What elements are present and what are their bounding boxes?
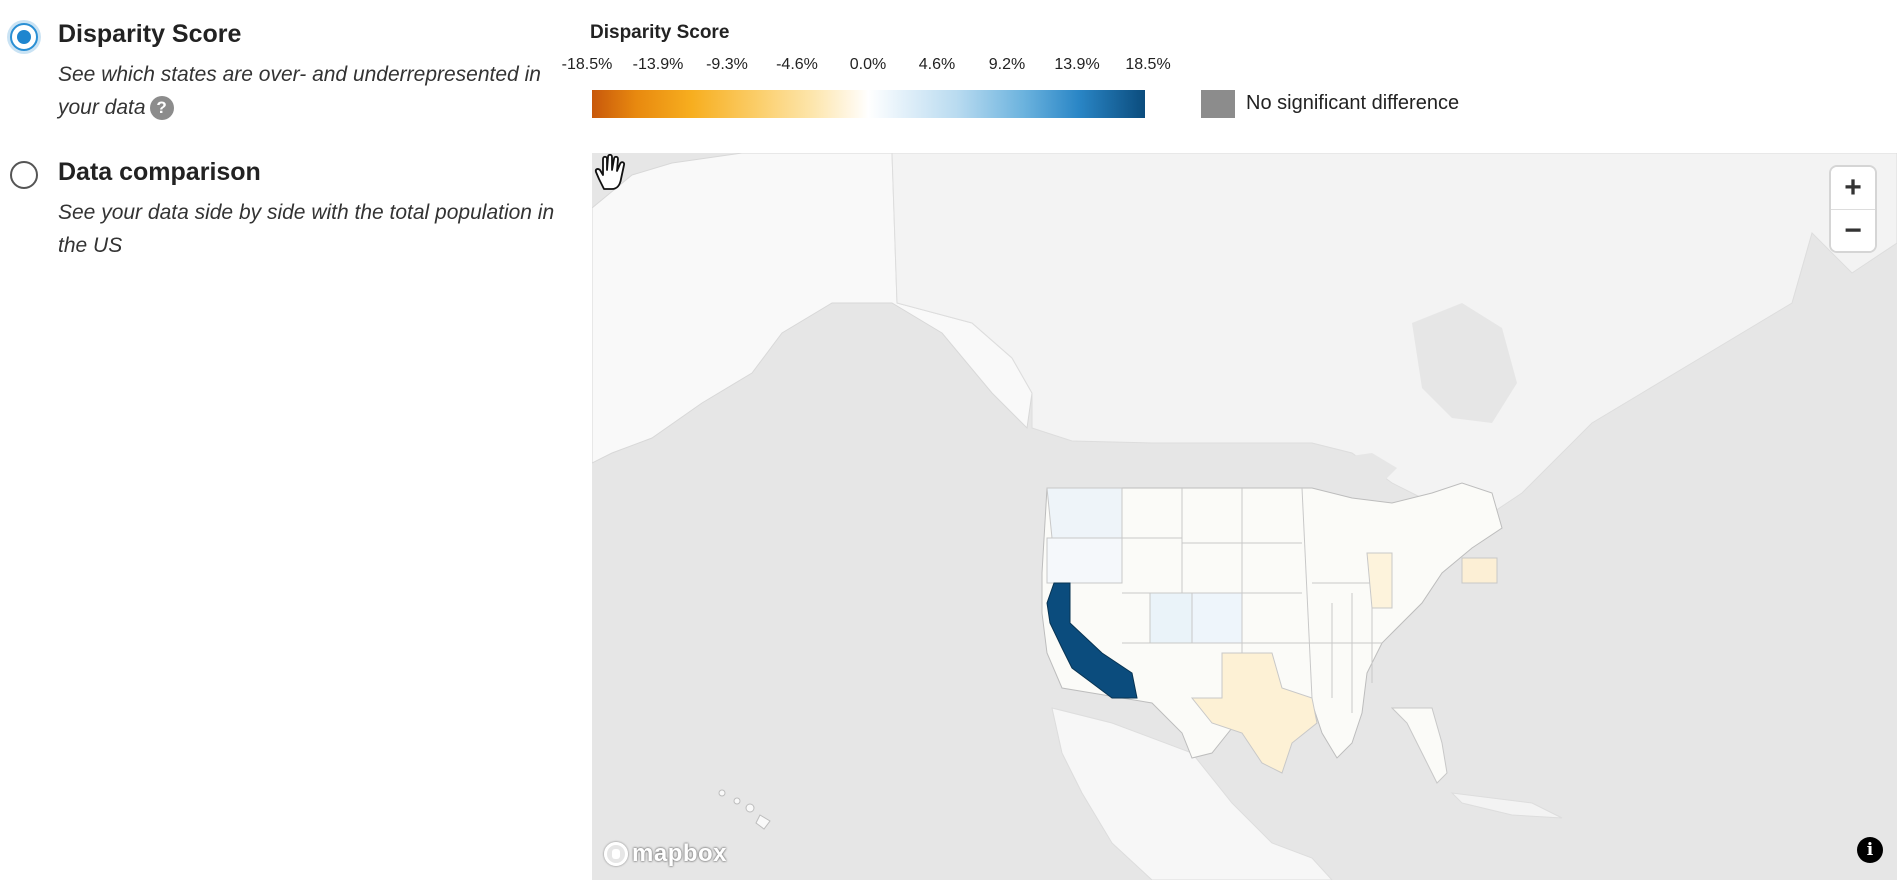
legend-tick: 0.0% — [849, 56, 887, 73]
legend-tick: 18.5% — [1125, 56, 1171, 73]
disparity-score-description-text: See which states are over- and underrepr… — [58, 63, 541, 119]
view-options-panel: Disparity Score See which states are ove… — [0, 0, 560, 895]
state-washington — [1046, 487, 1123, 539]
data-comparison-radio[interactable] — [10, 161, 38, 189]
zoom-in-button[interactable]: + — [1831, 167, 1875, 210]
state-california[interactable] — [1046, 582, 1138, 699]
zoom-control: + − — [1831, 167, 1875, 251]
no-significant-difference-swatch — [1201, 90, 1235, 118]
usa-land — [1041, 482, 1503, 759]
disparity-legend: Disparity Score -18.5% -13.9% -9.3% -4.6… — [561, 20, 1485, 130]
legend-tick: -9.3% — [706, 56, 748, 73]
no-significant-difference-label: No significant difference — [1246, 92, 1460, 114]
legend-tick: 4.6% — [918, 56, 956, 73]
legend-color-scale — [592, 90, 1145, 118]
hawaii-islands — [718, 789, 771, 830]
state-pennsylvania — [1461, 557, 1498, 584]
attribution-info-icon[interactable]: i — [1857, 837, 1883, 863]
state-illinois — [1366, 552, 1393, 609]
data-comparison-description: See your data side by side with the tota… — [58, 201, 555, 257]
help-icon[interactable]: ? — [149, 96, 174, 121]
legend-title: Disparity Score — [590, 22, 730, 43]
legend-tick: 13.9% — [1054, 56, 1100, 73]
data-comparison-title: Data comparison — [58, 158, 261, 186]
state-oregon — [1046, 537, 1123, 584]
state-utah — [1149, 592, 1193, 644]
choropleth-map[interactable]: + − i mapbox — [592, 153, 1897, 880]
state-florida — [1390, 707, 1448, 784]
legend-tick: -18.5% — [561, 56, 613, 73]
hudson-bay-water — [1412, 303, 1517, 423]
lake-superior — [1337, 453, 1397, 483]
disparity-score-title: Disparity Score — [58, 20, 242, 48]
alaska-land — [592, 153, 1033, 464]
legend-tick: -4.6% — [776, 56, 818, 73]
mapbox-logo-icon — [604, 842, 628, 866]
mapbox-logo-text: mapbox — [632, 840, 728, 867]
disparity-score-description: See which states are over- and underrepr… — [58, 58, 558, 124]
map-canvas — [592, 153, 1897, 880]
legend-ticks: -18.5% -13.9% -9.3% -4.6% 0.0% 4.6% 9.2%… — [561, 56, 1185, 78]
cuba-land — [1450, 792, 1563, 819]
legend-tick: 9.2% — [988, 56, 1026, 73]
state-texas — [1190, 652, 1318, 774]
mexico-land — [1051, 707, 1333, 880]
disparity-score-radio[interactable] — [10, 23, 38, 51]
zoom-out-button[interactable]: − — [1831, 210, 1875, 251]
hand-cursor-icon — [594, 153, 626, 190]
mapbox-logo[interactable]: mapbox — [604, 838, 727, 870]
legend-tick: -13.9% — [632, 56, 684, 73]
state-colorado — [1191, 592, 1243, 644]
